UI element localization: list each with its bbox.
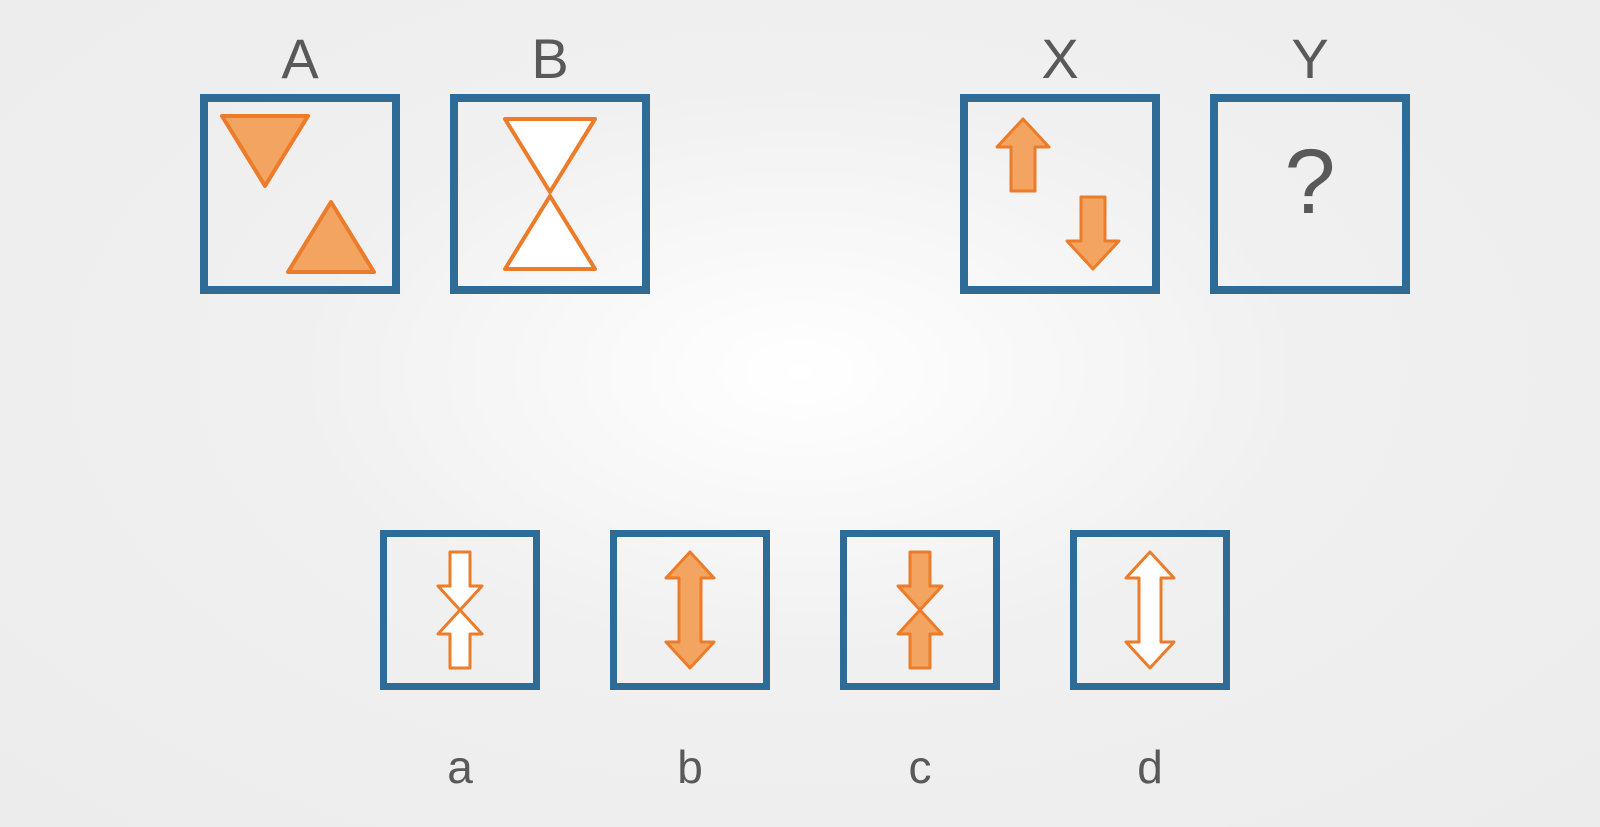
label-a: a <box>380 740 540 794</box>
cell-B <box>450 94 650 294</box>
cell-d[interactable] <box>1070 530 1230 690</box>
label-X: X <box>960 26 1160 91</box>
shape-d <box>1070 530 1230 690</box>
cell-a[interactable] <box>380 530 540 690</box>
cell-Y: ? <box>1210 94 1410 294</box>
label-c: c <box>840 740 1000 794</box>
shape-X <box>960 94 1160 294</box>
cell-X <box>960 94 1160 294</box>
shape-a <box>380 530 540 690</box>
shape-b <box>610 530 770 690</box>
shape-c <box>840 530 1000 690</box>
cell-b[interactable] <box>610 530 770 690</box>
label-d: d <box>1070 740 1230 794</box>
label-B: B <box>450 26 650 91</box>
cell-c[interactable] <box>840 530 1000 690</box>
puzzle-canvas: A B X Y <box>0 0 1600 827</box>
shape-B <box>450 94 650 294</box>
label-b: b <box>610 740 770 794</box>
label-A: A <box>200 26 400 91</box>
label-Y: Y <box>1210 26 1410 91</box>
shape-A <box>200 94 400 294</box>
cell-A <box>200 94 400 294</box>
question-mark: ? <box>1210 136 1410 228</box>
